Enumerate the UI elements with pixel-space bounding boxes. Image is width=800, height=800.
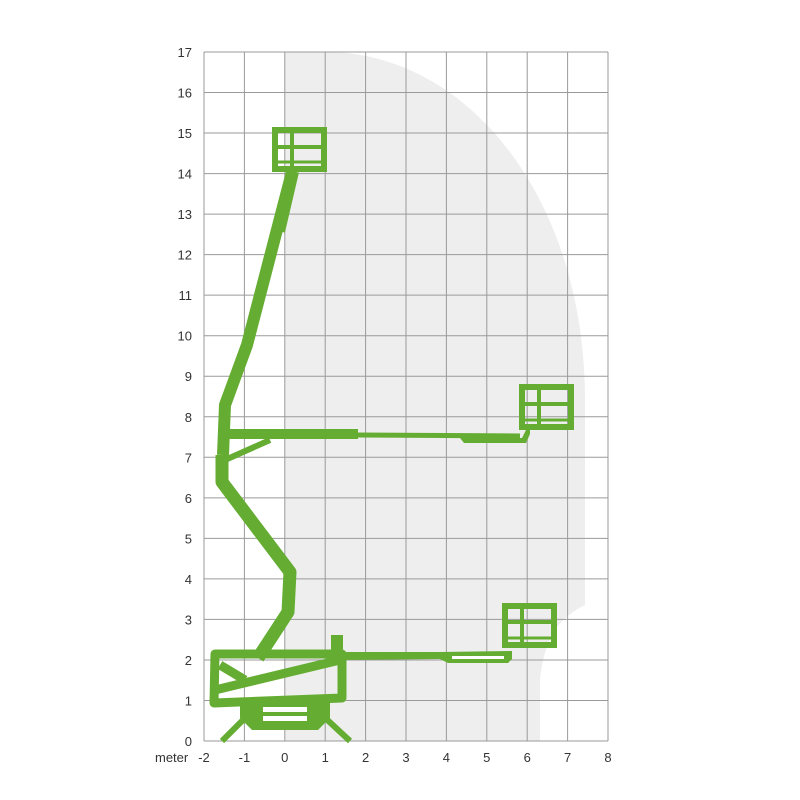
rear-post bbox=[331, 635, 343, 665]
y-tick-label: 4 bbox=[185, 572, 192, 587]
aerial-lift-silhouette bbox=[209, 170, 530, 744]
platform-low bbox=[502, 603, 557, 648]
x-tick-label: 6 bbox=[524, 750, 531, 765]
x-tick-label: 0 bbox=[281, 750, 288, 765]
working-envelope bbox=[285, 52, 585, 741]
lower-arm bbox=[215, 455, 297, 662]
y-tick-label: 0 bbox=[185, 734, 192, 749]
y-tick-label: 16 bbox=[178, 86, 192, 101]
y-tick-label: 1 bbox=[185, 693, 192, 708]
x-axis-label: meter bbox=[155, 750, 189, 765]
y-tick-label: 8 bbox=[185, 410, 192, 425]
y-tick-label: 15 bbox=[178, 126, 192, 141]
x-tick-label: -2 bbox=[198, 750, 210, 765]
x-tick-label: 3 bbox=[402, 750, 409, 765]
y-tick-label: 12 bbox=[178, 248, 192, 263]
platform-mid bbox=[519, 384, 574, 430]
y-tick-label: 6 bbox=[185, 491, 192, 506]
x-tick-label: 7 bbox=[564, 750, 571, 765]
chassis bbox=[209, 649, 347, 708]
lower-boom-horizontal bbox=[342, 651, 512, 663]
x-tick-label: 5 bbox=[483, 750, 490, 765]
y-tick-label: 2 bbox=[185, 653, 192, 668]
x-tick-label: -1 bbox=[239, 750, 251, 765]
y-tick-label: 17 bbox=[178, 45, 192, 60]
y-tick-label: 3 bbox=[185, 612, 192, 627]
y-tick-label: 10 bbox=[178, 329, 192, 344]
platform-top bbox=[272, 127, 327, 172]
outriggers bbox=[219, 712, 353, 744]
y-tick-label: 14 bbox=[178, 167, 192, 182]
y-tick-label: 5 bbox=[185, 531, 192, 546]
y-tick-label: 7 bbox=[185, 450, 192, 465]
base-body bbox=[240, 698, 330, 730]
y-tick-label: 11 bbox=[179, 288, 193, 303]
y-tick-label: 13 bbox=[178, 207, 192, 222]
x-tick-label: 4 bbox=[443, 750, 450, 765]
x-axis-ticks: -2 -1 0 1 2 3 4 5 6 7 8 bbox=[198, 750, 611, 765]
y-tick-label: 9 bbox=[185, 369, 192, 384]
x-tick-label: 2 bbox=[362, 750, 369, 765]
x-tick-label: 1 bbox=[322, 750, 329, 765]
x-tick-label: 8 bbox=[604, 750, 611, 765]
